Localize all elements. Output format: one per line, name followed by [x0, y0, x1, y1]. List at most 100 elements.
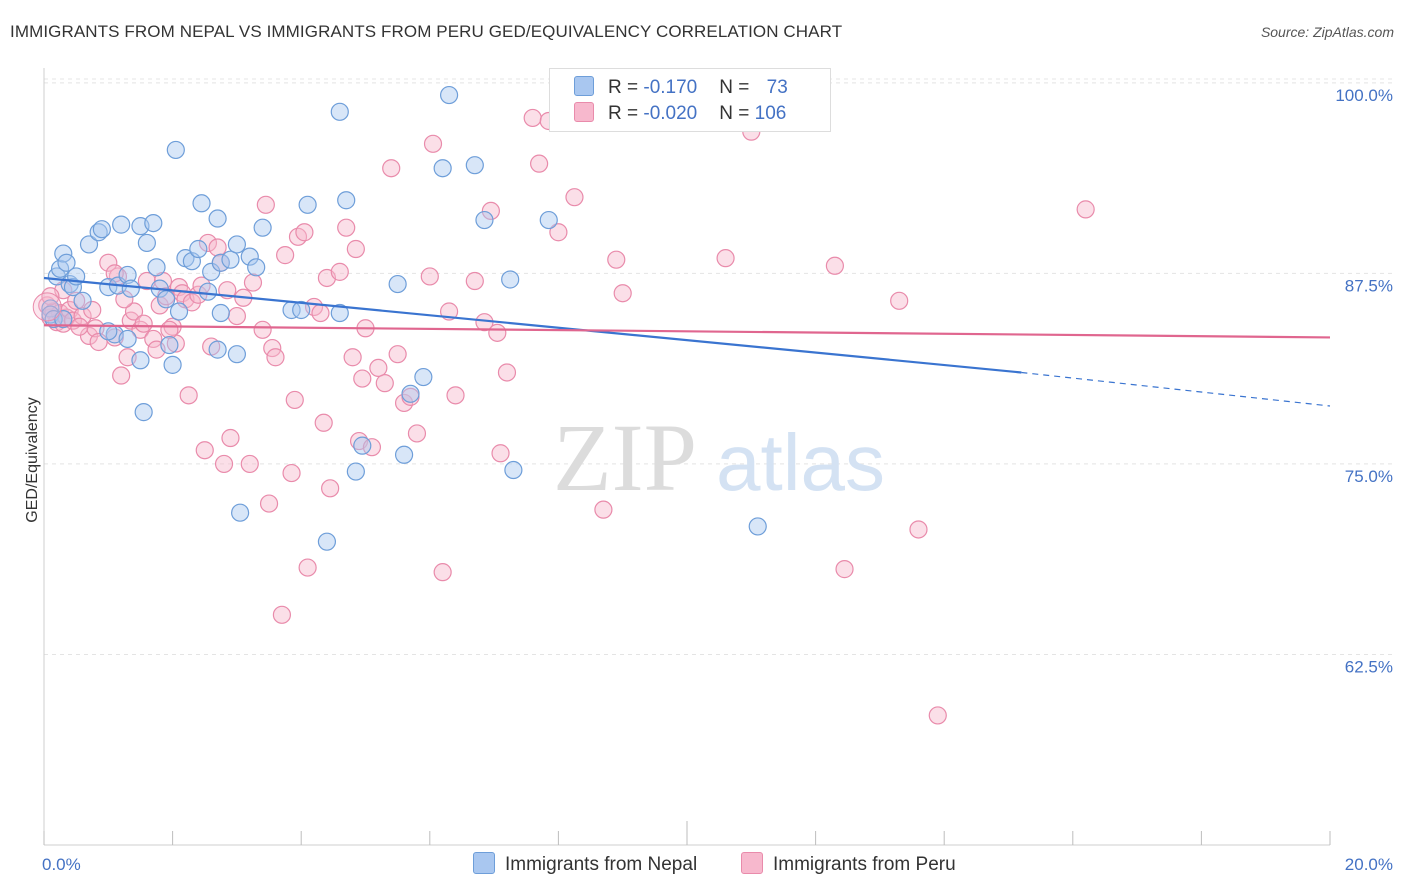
data-point	[401, 384, 420, 403]
data-point	[89, 223, 108, 242]
watermark: ZIP atlas	[553, 404, 885, 511]
data-point	[79, 326, 99, 345]
data-point	[99, 322, 118, 341]
data-point	[247, 258, 266, 277]
data-point	[253, 320, 272, 339]
data-point	[835, 560, 854, 579]
data-point	[202, 262, 221, 281]
data-point	[112, 366, 131, 385]
legend-n-label: N =	[719, 77, 755, 98]
data-point	[909, 520, 928, 539]
data-point	[565, 188, 584, 207]
data-point	[118, 329, 137, 349]
data-point	[192, 194, 211, 213]
data-point	[890, 291, 909, 310]
data-point	[160, 335, 179, 355]
data-point	[330, 303, 349, 323]
data-point	[169, 302, 189, 321]
data-point	[83, 300, 102, 320]
data-point	[346, 239, 365, 259]
data-point	[346, 462, 365, 481]
legend-r-label: R =	[608, 103, 644, 124]
data-point	[198, 233, 218, 253]
data-point	[147, 258, 166, 277]
data-point	[530, 154, 549, 173]
bottom-legend-swatch-nepal	[473, 852, 495, 874]
data-point	[420, 267, 439, 286]
data-point	[446, 386, 465, 405]
data-point	[32, 292, 62, 322]
trend-line-extension	[1021, 371, 1331, 407]
data-point	[825, 256, 844, 275]
data-point	[41, 299, 60, 318]
data-point	[160, 320, 179, 339]
data-point	[99, 253, 118, 272]
legend-swatch-nepal	[574, 76, 594, 96]
data-point	[298, 558, 317, 577]
data-point	[208, 209, 227, 228]
data-point	[144, 329, 163, 349]
data-point	[240, 247, 259, 266]
data-point	[433, 159, 452, 178]
data-point	[240, 454, 259, 474]
data-point	[166, 140, 185, 160]
data-point	[134, 403, 153, 422]
data-point	[144, 213, 163, 233]
x-tick-label: 0.0%	[42, 855, 81, 874]
data-point	[227, 306, 246, 326]
trend-line	[43, 276, 1022, 374]
data-point	[613, 284, 632, 303]
data-point	[276, 246, 295, 265]
tick-labels: 62.5% 75.0% 87.5% 100.0% 0.0% 20.0%	[42, 86, 1393, 874]
y-axis-label: GED/Equivalency	[24, 397, 41, 522]
data-point	[157, 290, 176, 309]
bottom-legend-swatch-peru	[741, 852, 763, 874]
data-point	[118, 265, 137, 285]
data-point	[330, 262, 349, 281]
data-point	[253, 218, 272, 237]
x-tick-label: 20.0%	[1345, 855, 1393, 874]
data-point	[607, 250, 626, 269]
y-tick-label: 75.0%	[1345, 467, 1393, 486]
series-immigrants-from-nepal	[41, 85, 767, 551]
data-point	[63, 278, 83, 297]
trend-line	[43, 324, 1331, 339]
data-point	[292, 300, 311, 320]
data-point	[497, 363, 517, 382]
data-point	[539, 210, 558, 230]
data-point	[195, 441, 214, 460]
data-point	[369, 358, 388, 378]
data-point	[321, 479, 340, 498]
data-point	[353, 436, 372, 455]
data-point	[266, 348, 285, 367]
data-point	[137, 233, 156, 253]
data-point	[134, 314, 153, 333]
legend-swatch-peru	[574, 102, 594, 122]
y-tick-label: 87.5%	[1345, 276, 1393, 295]
data-point	[92, 220, 111, 239]
data-point	[375, 374, 394, 393]
data-point	[1076, 200, 1095, 219]
data-point	[439, 85, 459, 105]
data-point	[79, 235, 99, 254]
legend-n-value-peru: 106	[754, 103, 787, 124]
data-point	[259, 494, 279, 513]
data-point	[131, 351, 150, 370]
data-point	[716, 249, 735, 268]
axes	[43, 68, 1331, 846]
data-point	[523, 108, 542, 128]
bottom-legend-peru: Immigrants from Peru	[741, 852, 956, 876]
legend-row-peru: R = -0.020 N = 106	[574, 102, 786, 128]
data-point	[337, 191, 356, 210]
data-point	[748, 517, 767, 536]
data-point	[67, 291, 86, 310]
data-point	[70, 317, 89, 336]
chart-title: IMMIGRANTS FROM NEPAL VS IMMIGRANTS FROM…	[10, 22, 843, 41]
data-point	[272, 605, 292, 624]
data-point	[488, 323, 507, 342]
legend-n-value-nepal: 73	[766, 77, 788, 98]
data-point	[407, 424, 427, 443]
data-point	[337, 218, 356, 237]
data-points	[32, 85, 1095, 725]
watermark-atlas: atlas	[716, 418, 885, 507]
